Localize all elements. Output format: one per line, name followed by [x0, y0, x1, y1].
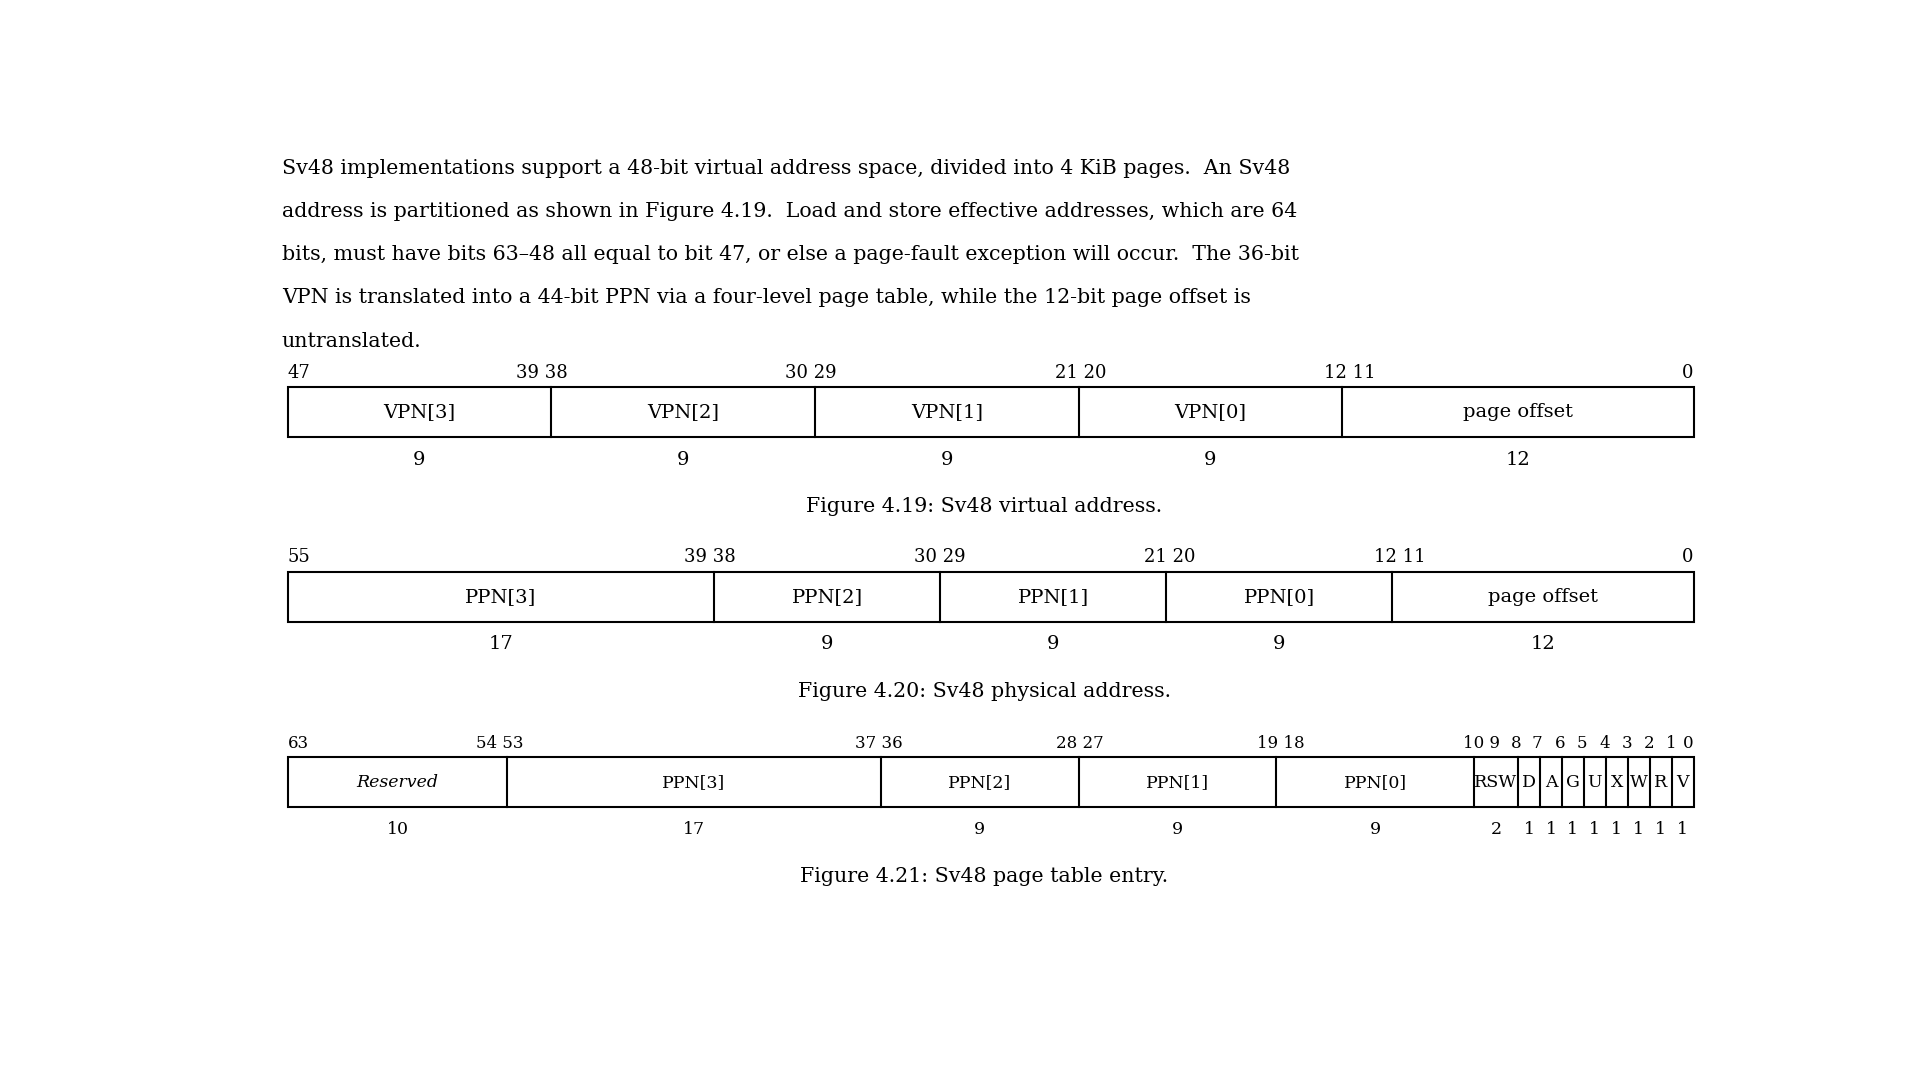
Bar [288, 757, 1693, 808]
Text: page offset: page offset [1488, 588, 1597, 606]
Text: 63: 63 [288, 734, 309, 752]
Text: 9: 9 [822, 635, 833, 653]
Text: D: D [1523, 774, 1536, 791]
Text: PPN[1]: PPN[1] [1146, 774, 1210, 791]
Text: RSW: RSW [1475, 774, 1517, 791]
Text: 1: 1 [1590, 821, 1601, 838]
Text: 5: 5 [1576, 734, 1588, 752]
Text: VPN[3]: VPN[3] [384, 403, 455, 421]
Text: 30 29: 30 29 [785, 364, 837, 381]
Text: 0: 0 [1682, 364, 1693, 381]
Text: 28 27: 28 27 [1056, 734, 1104, 752]
Text: 1: 1 [1611, 821, 1622, 838]
Text: 9: 9 [413, 450, 426, 469]
Text: 1: 1 [1667, 734, 1676, 752]
Text: G: G [1567, 774, 1580, 791]
Text: PPN[3]: PPN[3] [465, 588, 538, 606]
Bar [288, 572, 1693, 622]
Text: Sv48 implementations support a 48-bit virtual address space, divided into 4 KiB : Sv48 implementations support a 48-bit vi… [282, 159, 1290, 178]
Text: 17: 17 [684, 821, 705, 838]
Text: 21 20: 21 20 [1144, 549, 1196, 566]
Text: 0: 0 [1684, 734, 1693, 752]
Text: 12 11: 12 11 [1375, 549, 1425, 566]
Text: 4: 4 [1599, 734, 1609, 752]
Text: VPN[0]: VPN[0] [1175, 403, 1246, 421]
Text: Reserved: Reserved [357, 774, 438, 791]
Text: 39 38: 39 38 [684, 549, 735, 566]
Text: 12 11: 12 11 [1325, 364, 1375, 381]
Text: 30 29: 30 29 [914, 549, 966, 566]
Text: 1: 1 [1634, 821, 1644, 838]
Text: VPN is translated into a 44-bit PPN via a four-level page table, while the 12-bi: VPN is translated into a 44-bit PPN via … [282, 288, 1250, 308]
Text: 1: 1 [1567, 821, 1578, 838]
Text: 1: 1 [1655, 821, 1667, 838]
Text: 54 53: 54 53 [476, 734, 524, 752]
Text: Figure 4.20: Sv48 physical address.: Figure 4.20: Sv48 physical address. [797, 681, 1171, 701]
Text: 47: 47 [288, 364, 311, 381]
Text: PPN[3]: PPN[3] [662, 774, 726, 791]
Text: 9: 9 [941, 450, 952, 469]
Text: 9: 9 [1273, 635, 1286, 653]
Text: W: W [1630, 774, 1647, 791]
Text: PPN[0]: PPN[0] [1344, 774, 1407, 791]
Text: 0: 0 [1682, 549, 1693, 566]
Text: 37 36: 37 36 [854, 734, 902, 752]
Text: PPN[2]: PPN[2] [948, 774, 1012, 791]
Text: A: A [1546, 774, 1557, 791]
Text: 17: 17 [490, 635, 513, 653]
Text: 3: 3 [1622, 734, 1632, 752]
Text: VPN[1]: VPN[1] [910, 403, 983, 421]
Text: 19 18: 19 18 [1258, 734, 1306, 752]
Text: 1: 1 [1678, 821, 1688, 838]
Text: 10 9: 10 9 [1463, 734, 1500, 752]
Text: PPN[1]: PPN[1] [1018, 588, 1089, 606]
Text: 2: 2 [1644, 734, 1655, 752]
Bar [288, 388, 1693, 437]
Text: PPN[0]: PPN[0] [1244, 588, 1315, 606]
Text: PPN[2]: PPN[2] [791, 588, 864, 606]
Text: V: V [1676, 774, 1690, 791]
Text: 9: 9 [678, 450, 689, 469]
Text: 10: 10 [386, 821, 409, 838]
Text: 9: 9 [1171, 821, 1183, 838]
Text: 39 38: 39 38 [516, 364, 568, 381]
Text: 21 20: 21 20 [1054, 364, 1106, 381]
Text: VPN[2]: VPN[2] [647, 403, 720, 421]
Text: 8  7: 8 7 [1511, 734, 1542, 752]
Text: 1: 1 [1546, 821, 1557, 838]
Text: 1: 1 [1523, 821, 1534, 838]
Text: 9: 9 [1369, 821, 1380, 838]
Text: Figure 4.21: Sv48 page table entry.: Figure 4.21: Sv48 page table entry. [801, 867, 1167, 887]
Text: 12: 12 [1505, 450, 1530, 469]
Text: R: R [1655, 774, 1667, 791]
Text: 9: 9 [973, 821, 985, 838]
Text: 9: 9 [1204, 450, 1217, 469]
Text: address is partitioned as shown in Figure 4.19.  Load and store effective addres: address is partitioned as shown in Figur… [282, 202, 1296, 221]
Text: untranslated.: untranslated. [282, 332, 420, 351]
Text: 6: 6 [1555, 734, 1565, 752]
Text: 55: 55 [288, 549, 311, 566]
Text: U: U [1588, 774, 1601, 791]
Text: 2: 2 [1490, 821, 1501, 838]
Text: X: X [1611, 774, 1622, 791]
Text: 9: 9 [1046, 635, 1060, 653]
Text: bits, must have bits 63–48 all equal to bit 47, or else a page-fault exception w: bits, must have bits 63–48 all equal to … [282, 245, 1298, 265]
Text: Figure 4.19: Sv48 virtual address.: Figure 4.19: Sv48 virtual address. [806, 497, 1162, 516]
Text: page offset: page offset [1463, 403, 1572, 421]
Text: 12: 12 [1530, 635, 1555, 653]
